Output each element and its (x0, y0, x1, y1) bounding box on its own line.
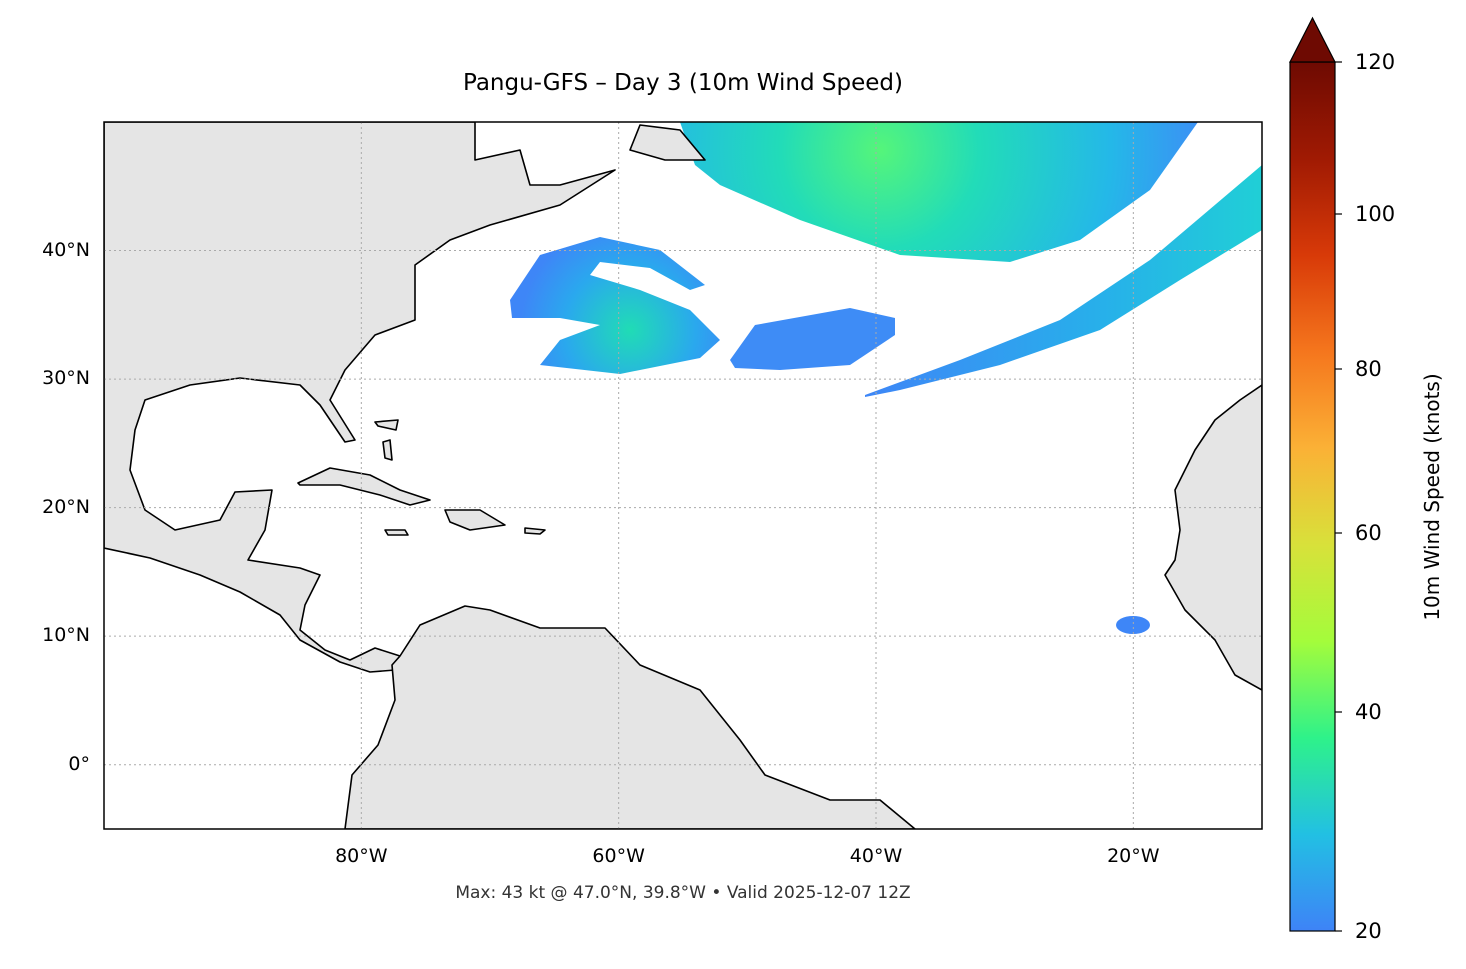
plot-title: Pangu-GFS – Day 3 (10m Wind Speed) (462, 70, 903, 96)
north-central-america (104, 122, 616, 673)
cuba (297, 467, 431, 506)
lat-tick-label: 40°N (42, 238, 90, 261)
lat-tick-label: 30°N (42, 367, 90, 390)
colorbar-tick-label: 120 (1355, 50, 1396, 74)
bahamas (374, 419, 399, 461)
colorbar-tick-label: 80 (1355, 357, 1382, 381)
south-america (344, 605, 916, 829)
map-area (104, 122, 1262, 829)
lon-tick-label: 80°W (335, 845, 388, 867)
newfoundland (629, 124, 706, 161)
colorbar-tick-label: 40 (1355, 700, 1382, 724)
lat-tick-label: 20°N (42, 495, 90, 518)
lon-tick-label: 60°W (592, 845, 645, 867)
map-frame (103, 121, 1263, 830)
wind-region-north-atlantic (680, 122, 1198, 262)
land (104, 122, 1262, 829)
colorbar-tick-label: 60 (1355, 521, 1382, 545)
lon-tick-label: 20°W (1107, 845, 1160, 867)
wind-field (510, 122, 1262, 634)
colorbar-tick-label: 100 (1355, 202, 1396, 226)
jamaica (384, 529, 409, 536)
colorbar-extend-max (1289, 16, 1336, 63)
gridlines (104, 122, 1262, 829)
wind-region-small (1116, 616, 1150, 634)
puerto-rico (524, 527, 546, 535)
lat-tick-label: 10°N (42, 624, 90, 647)
footer-caption: Max: 43 kt @ 47.0°N, 39.8°W • Valid 2025… (455, 883, 911, 903)
lon-tick-label: 40°W (849, 845, 903, 867)
africa (1164, 384, 1262, 691)
colorbar-tick-label: 20 (1355, 919, 1382, 943)
hispaniola (444, 509, 506, 531)
colorbar-label: 10m Wind Speed (knots) (1420, 373, 1444, 621)
wind-region-hook (510, 237, 720, 374)
wind-region-central (730, 308, 895, 370)
colorbar-ticks (1335, 61, 1342, 932)
colorbar (1289, 61, 1336, 932)
lat-tick-label: 0° (68, 752, 90, 775)
